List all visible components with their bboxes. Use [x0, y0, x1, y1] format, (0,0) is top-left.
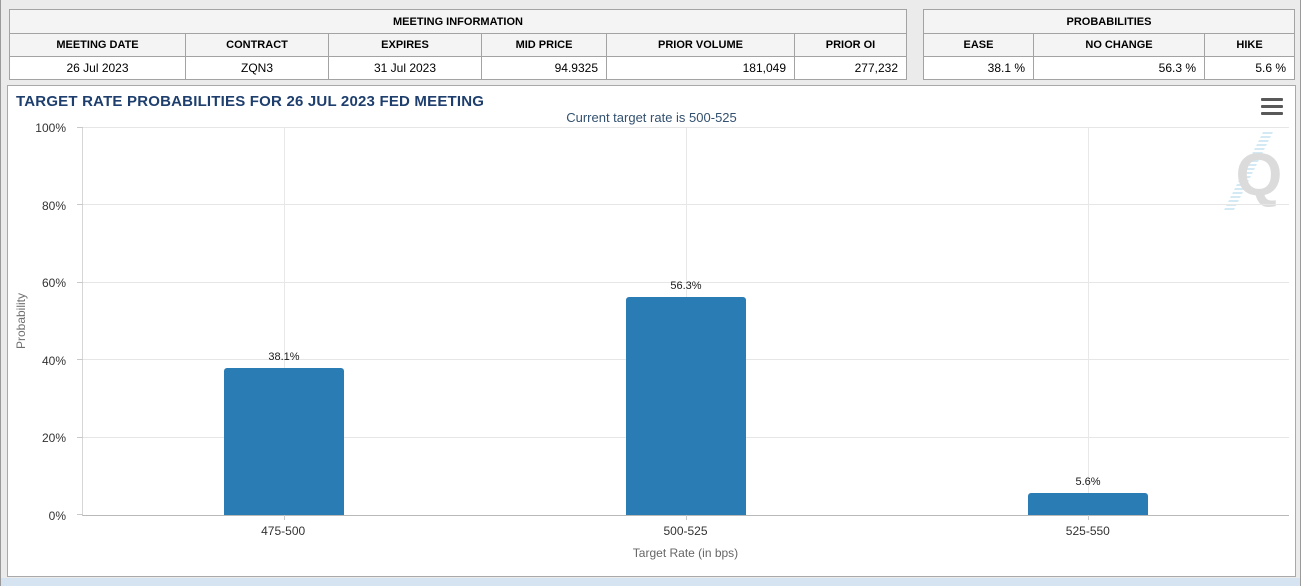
chart-context-menu-icon[interactable] — [1261, 98, 1283, 115]
plot-area: 38.1% 56.3% 5.6% — [77, 127, 1289, 520]
probabilities-table: PROBABILITIES EASE NO CHANGE HIKE 38.1 %… — [922, 9, 1296, 80]
col-no-change: NO CHANGE — [1033, 33, 1205, 57]
y-tick-mark — [77, 436, 83, 438]
expires-value: 31 Jul 2023 — [328, 56, 482, 80]
x-tick-label: 500-525 — [663, 524, 708, 538]
meeting-date-value: 26 Jul 2023 — [9, 56, 186, 80]
chart-subtitle: Current target rate is 500-525 — [566, 110, 737, 125]
col-contract: CONTRACT — [185, 33, 329, 57]
col-prior-volume: PRIOR VOLUME — [606, 33, 795, 57]
bar-data-label: 5.6% — [1075, 476, 1101, 489]
col-prior-oi: PRIOR OI — [794, 33, 907, 57]
x-axis-tick-labels: 475-500 500-525 525-550 — [82, 524, 1289, 540]
bottom-accent-strip — [1, 578, 1300, 586]
h-gridline — [83, 127, 1289, 128]
x-tick-label: 525-550 — [1065, 524, 1110, 538]
col-expires: EXPIRES — [328, 33, 482, 57]
y-tick-mark — [77, 514, 83, 515]
x-tick-mark — [686, 515, 687, 520]
prior-volume-value: 181,049 — [606, 56, 795, 80]
bar-500-525[interactable] — [626, 297, 746, 515]
hike-value: 5.6 % — [1203, 56, 1296, 80]
y-tick-mark — [77, 359, 83, 361]
bar-475-500[interactable] — [223, 367, 344, 515]
probabilities-table-title: PROBABILITIES — [922, 9, 1296, 34]
col-mid-price: MID PRICE — [481, 33, 607, 57]
y-tick-label: 80% — [41, 198, 66, 213]
bar-525-550[interactable] — [1028, 493, 1148, 515]
x-axis-title: Target Rate (in bps) — [632, 546, 739, 560]
y-tick-label: 100% — [35, 121, 66, 135]
col-meeting-date: MEETING DATE — [9, 33, 186, 57]
chart-title: TARGET RATE PROBABILITIES FOR 26 JUL 202… — [16, 93, 485, 110]
y-axis-tick-labels: 0% 20% 40% 60% 80% 100% — [8, 121, 76, 523]
y-tick-mark — [77, 127, 83, 128]
col-ease: EASE — [923, 33, 1034, 57]
y-tick-label: 40% — [41, 353, 66, 368]
mid-price-value: 94.9325 — [481, 56, 607, 80]
y-tick-label: 60% — [41, 276, 66, 291]
target-rate-chart-panel: TARGET RATE PROBABILITIES FOR 26 JUL 202… — [7, 85, 1296, 577]
meeting-table-title: MEETING INFORMATION — [9, 9, 907, 34]
meeting-information-table: MEETING INFORMATION MEETING DATE CONTRAC… — [9, 9, 907, 80]
v-gridline — [284, 128, 285, 515]
prior-oi-value: 277,232 — [794, 56, 907, 80]
y-tick-label: 20% — [41, 431, 66, 446]
contract-value: ZQN3 — [185, 56, 329, 80]
svg-text:Q: Q — [1236, 141, 1283, 208]
bar-data-label: 56.3% — [670, 280, 702, 293]
ease-value: 38.1 % — [923, 56, 1034, 80]
y-tick-mark — [77, 281, 83, 283]
no-change-value: 56.3 % — [1033, 56, 1205, 80]
x-tick-mark — [284, 515, 285, 520]
y-tick-label: 0% — [48, 509, 66, 523]
bar-data-label: 38.1% — [268, 350, 300, 363]
v-gridline — [1088, 128, 1089, 515]
x-tick-label: 475-500 — [261, 524, 306, 538]
quikstrike-watermark-logo: Q — [1217, 132, 1285, 217]
col-hike: HIKE — [1203, 33, 1296, 57]
y-tick-mark — [77, 204, 83, 206]
x-tick-mark — [1088, 515, 1089, 520]
